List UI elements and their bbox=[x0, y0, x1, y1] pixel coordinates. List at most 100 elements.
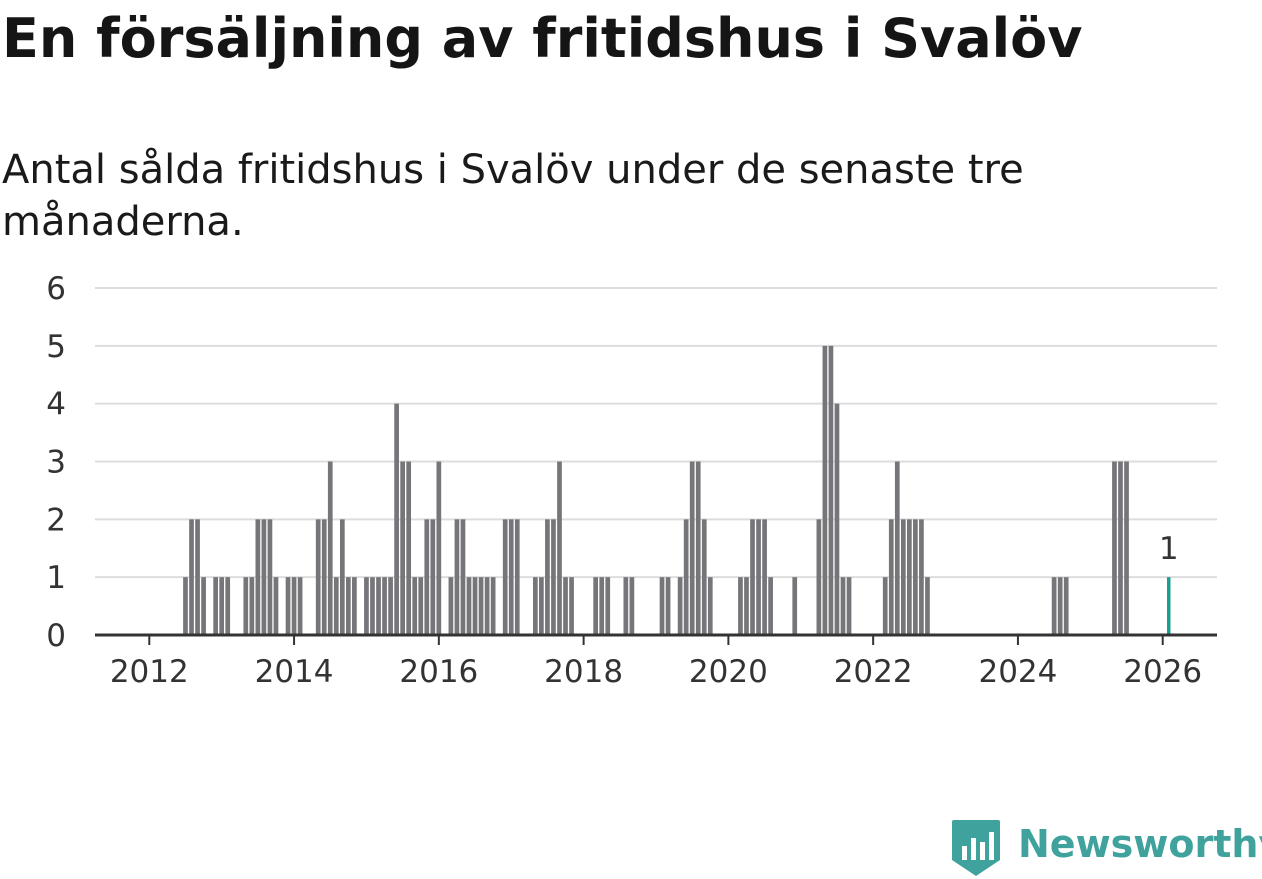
bar bbox=[539, 577, 544, 635]
x-tick-label: 2024 bbox=[978, 654, 1057, 690]
annotations: 1 bbox=[1159, 531, 1179, 567]
x-tick-label: 2016 bbox=[399, 654, 478, 690]
y-tick-label: 2 bbox=[46, 502, 66, 538]
bar bbox=[707, 577, 713, 635]
x-tick-label: 2026 bbox=[1123, 654, 1202, 690]
bar bbox=[738, 577, 743, 635]
y-tick-label: 1 bbox=[46, 560, 66, 596]
bar bbox=[689, 461, 695, 635]
bar bbox=[840, 577, 846, 635]
bar bbox=[925, 577, 930, 635]
newsworthy-logo[interactable]: Newsworthy bbox=[950, 818, 1262, 878]
newsworthy-logo-icon bbox=[952, 820, 1000, 876]
bar bbox=[605, 577, 611, 635]
bar bbox=[484, 577, 490, 635]
bar bbox=[406, 461, 412, 635]
bar bbox=[412, 577, 418, 635]
bar bbox=[599, 577, 605, 635]
bar bbox=[545, 519, 550, 635]
bar bbox=[900, 519, 906, 635]
chart-subtitle: Antal sålda fritidshus i Svalöv under de… bbox=[2, 147, 1024, 245]
bar bbox=[882, 577, 888, 635]
bar bbox=[502, 519, 508, 635]
bar bbox=[888, 519, 894, 635]
bar bbox=[756, 519, 761, 635]
bar bbox=[472, 577, 478, 635]
brand-name: Newsworthy bbox=[1018, 822, 1262, 866]
bar bbox=[273, 577, 279, 635]
bar bbox=[394, 403, 399, 635]
bar bbox=[695, 461, 701, 635]
x-tick-label: 2018 bbox=[544, 654, 623, 690]
bar bbox=[846, 577, 852, 635]
bar bbox=[315, 519, 321, 635]
bar bbox=[665, 577, 671, 635]
y-tick-label: 3 bbox=[46, 445, 66, 481]
bar bbox=[913, 519, 918, 635]
bar bbox=[1057, 577, 1063, 635]
bar bbox=[490, 577, 496, 635]
bars bbox=[183, 345, 1171, 635]
bar bbox=[828, 345, 834, 635]
gridlines bbox=[95, 287, 1217, 579]
bar bbox=[388, 577, 393, 635]
bar bbox=[919, 519, 924, 635]
y-axis-ticks: 0 1 2 3 4 5 6 bbox=[46, 271, 66, 654]
x-tick-label: 2012 bbox=[110, 654, 189, 690]
bar bbox=[677, 577, 683, 635]
y-tick-label: 4 bbox=[46, 387, 66, 423]
bar bbox=[659, 577, 665, 635]
bar bbox=[907, 519, 912, 635]
bar bbox=[1112, 461, 1117, 635]
bar bbox=[225, 577, 231, 635]
bar-highlight bbox=[1166, 577, 1171, 635]
bar bbox=[189, 519, 194, 635]
bar bbox=[448, 577, 454, 635]
bar bbox=[563, 577, 568, 635]
bar bbox=[183, 577, 188, 635]
bar bbox=[533, 577, 538, 635]
x-axis-ticks: 2012 2014 2016 2018 2020 2022 2024 2026 bbox=[110, 635, 1202, 690]
y-tick-label: 6 bbox=[46, 271, 66, 307]
bar bbox=[255, 519, 261, 635]
y-tick-label: 0 bbox=[46, 618, 66, 654]
bar bbox=[219, 577, 225, 635]
bar bbox=[762, 519, 767, 635]
bar bbox=[376, 577, 381, 635]
x-tick-label: 2014 bbox=[255, 654, 334, 690]
bar bbox=[701, 519, 707, 635]
bar bbox=[346, 577, 351, 635]
bar bbox=[744, 577, 749, 635]
bar bbox=[424, 519, 430, 635]
bar bbox=[333, 577, 339, 635]
bar bbox=[327, 461, 333, 635]
bar bbox=[352, 577, 357, 635]
bar bbox=[557, 461, 562, 635]
bar bbox=[466, 577, 472, 635]
bar bbox=[569, 577, 574, 635]
bar bbox=[816, 519, 822, 635]
bar bbox=[261, 519, 267, 635]
bar bbox=[339, 519, 345, 635]
bar bbox=[1124, 461, 1129, 635]
bar bbox=[514, 519, 520, 635]
x-tick-label: 2020 bbox=[689, 654, 768, 690]
bar bbox=[508, 519, 514, 635]
bar bbox=[430, 519, 436, 635]
bar bbox=[370, 577, 375, 635]
bar bbox=[436, 461, 442, 635]
bar bbox=[249, 577, 255, 635]
bar bbox=[834, 403, 840, 635]
bar bbox=[321, 519, 327, 635]
bar bbox=[382, 577, 387, 635]
bar bbox=[195, 519, 200, 635]
y-tick-label: 5 bbox=[46, 329, 66, 365]
bar bbox=[768, 577, 773, 635]
bar bbox=[1063, 577, 1069, 635]
x-tick-label: 2022 bbox=[834, 654, 913, 690]
bar bbox=[243, 577, 249, 635]
bar-chart: 0 1 2 3 4 5 6 2012 2014 2016 2018 2020 2022 2024 2026… bbox=[46, 271, 1217, 690]
bar bbox=[593, 577, 599, 635]
bar bbox=[400, 461, 405, 635]
bar bbox=[213, 577, 218, 635]
